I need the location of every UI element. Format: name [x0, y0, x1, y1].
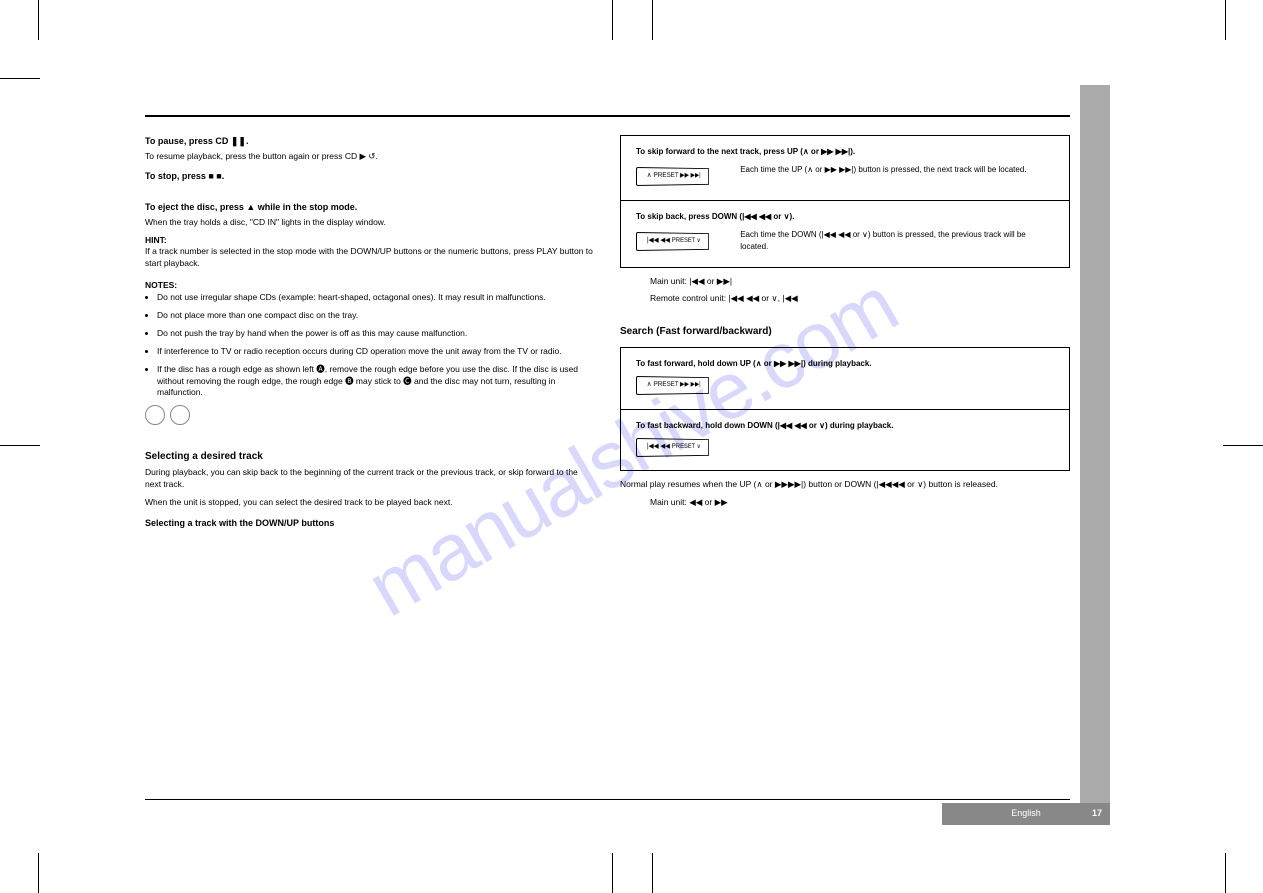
- crop-mark: [1225, 853, 1226, 893]
- fast-forward-row: To fast forward, hold down UP (∧ or ▶▶ ▶…: [621, 348, 1069, 409]
- fast-backward-label: To fast backward, hold down DOWN (|◀◀ ◀◀…: [636, 420, 1054, 432]
- top-rule: [145, 115, 1070, 117]
- note-4: If interference to TV or radio reception…: [157, 346, 595, 358]
- eject-body: When the tray holds a disc, "CD IN" ligh…: [145, 217, 595, 229]
- page-number: 17: [1092, 808, 1102, 818]
- crop-mark: [612, 0, 613, 40]
- preset-down-button: |◀◀ ◀◀ PRESET ∨: [636, 232, 709, 251]
- skip-back-label: To skip back, press DOWN (|◀◀ ◀◀ or ∨).: [636, 211, 1054, 223]
- crop-mark: [0, 78, 40, 79]
- search-footer-2: Main unit: ◀◀ or ▶▶: [650, 497, 1070, 509]
- pause-body: To resume playback, press the button aga…: [145, 151, 595, 163]
- skip-back-body: Each time the DOWN (|◀◀ ◀◀ or ∨) button …: [740, 229, 1054, 253]
- skip-forward-label: To skip forward to the next track, press…: [636, 146, 1054, 158]
- column-left: To pause, press CD ❚❚. To resume playbac…: [145, 127, 595, 533]
- stop-heading: To stop, press ■ ■.: [145, 170, 595, 183]
- eject-heading: To eject the disc, press ▲ while in the …: [145, 201, 595, 214]
- preset-up-button-2: ∧ PRESET ▶▶ ▶▶|: [636, 376, 709, 395]
- crop-mark: [38, 853, 39, 893]
- disc-diagram-b: [170, 405, 190, 425]
- skip-controls-box: To skip forward to the next track, press…: [620, 135, 1070, 268]
- notes-label: NOTES:: [145, 280, 595, 292]
- crop-mark: [1223, 445, 1263, 446]
- crop-mark: [612, 853, 613, 893]
- note-2: Do not place more than one compact disc …: [157, 310, 595, 322]
- fast-backward-row: To fast backward, hold down DOWN (|◀◀ ◀◀…: [621, 409, 1069, 471]
- skip-forward-body: Each time the UP (∧ or ▶▶ ▶▶|) button is…: [740, 164, 1054, 176]
- footer-rule: [145, 799, 1070, 800]
- disc-diagram-a: [145, 405, 165, 425]
- column-right: To skip forward to the next track, press…: [620, 127, 1070, 533]
- crop-mark: [652, 853, 653, 893]
- note-3: Do not push the tray by hand when the po…: [157, 328, 595, 340]
- preset-up-button: ∧ PRESET ▶▶ ▶▶|: [636, 167, 709, 186]
- select-track-body-1: During playback, you can skip back to th…: [145, 467, 595, 491]
- sidebar-tab: [1080, 85, 1110, 805]
- hint-body: If a track number is selected in the sto…: [145, 246, 595, 270]
- sidebar-language-tab: English 17: [942, 803, 1110, 825]
- chevron-down-icon: ∨: [697, 443, 701, 449]
- remote-note-1: Remote control unit: |◀◀ ◀◀ or ∨, |◀◀: [650, 293, 1070, 305]
- backward-icon: |◀◀ ◀◀: [647, 442, 670, 452]
- crop-mark: [0, 445, 40, 446]
- skip-forward-row: To skip forward to the next track, press…: [621, 136, 1069, 200]
- note-5: If the disc has a rough edge as shown le…: [157, 364, 595, 400]
- note-1: Do not use irregular shape CDs (example:…: [157, 292, 595, 304]
- main-unit-note-1: Main unit: |◀◀ or ▶▶|: [650, 276, 1070, 288]
- forward-icon: ▶▶ ▶▶|: [680, 381, 701, 391]
- heading-search: Search (Fast forward/backward): [620, 325, 1070, 339]
- forward-icon: ▶▶ ▶▶|: [680, 171, 701, 181]
- chevron-up-icon: ∧: [647, 172, 652, 179]
- crop-mark: [38, 0, 39, 40]
- chevron-down-icon: ∨: [697, 237, 701, 243]
- chevron-up-icon: ∧: [647, 381, 652, 388]
- select-track-body-2: When the unit is stopped, you can select…: [145, 497, 595, 509]
- fast-forward-label: To fast forward, hold down UP (∧ or ▶▶ ▶…: [636, 358, 1054, 370]
- crop-mark: [652, 0, 653, 40]
- preset-down-button-2: |◀◀ ◀◀ PRESET ∨: [636, 438, 709, 457]
- search-controls-box: To fast forward, hold down UP (∧ or ▶▶ ▶…: [620, 347, 1070, 471]
- pause-heading: To pause, press CD ❚❚.: [145, 135, 595, 148]
- backward-icon: |◀◀ ◀◀: [647, 236, 670, 246]
- sub-heading-select: Selecting a track with the DOWN/UP butto…: [145, 517, 595, 530]
- crop-mark: [1225, 0, 1226, 40]
- hint-label: HINT:: [145, 235, 595, 247]
- heading-select-track: Selecting a desired track: [145, 450, 595, 464]
- skip-back-row: To skip back, press DOWN (|◀◀ ◀◀ or ∨). …: [621, 200, 1069, 267]
- search-footer-1: Normal play resumes when the UP (∧ or ▶▶…: [620, 479, 1070, 491]
- page-content: To pause, press CD ❚❚. To resume playbac…: [145, 115, 1070, 800]
